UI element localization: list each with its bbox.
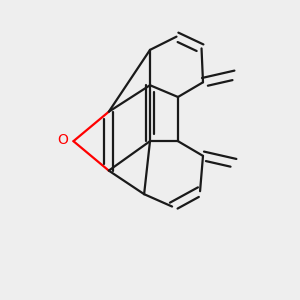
Text: O: O xyxy=(57,133,68,147)
